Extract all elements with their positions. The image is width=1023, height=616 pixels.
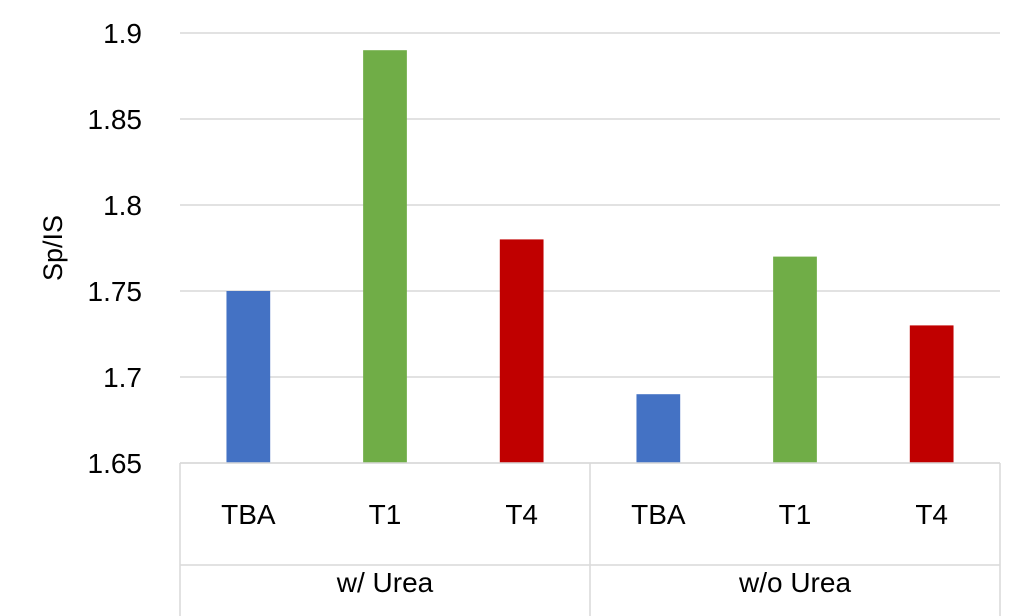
bar-t4	[499, 239, 544, 463]
x-category-label: T4	[505, 499, 538, 530]
x-category-label: T1	[779, 499, 812, 530]
y-tick-labels: 1.65 1.7 1.75 1.8 1.85 1.9	[88, 18, 143, 479]
y-tick-label: 1.8	[103, 190, 142, 221]
x-axis	[179, 462, 1001, 616]
x-category-label: T4	[915, 499, 948, 530]
x-group-label: w/o Urea	[738, 567, 851, 598]
bar-tba	[226, 291, 271, 463]
x-category-label: TBA	[221, 499, 276, 530]
bar-t1	[773, 256, 817, 463]
bars	[226, 50, 954, 463]
bar-tba	[636, 394, 681, 463]
bar-t4	[909, 325, 954, 463]
group-labels: w/ Urea w/o Urea	[336, 567, 852, 598]
y-tick-label: 1.75	[88, 276, 143, 307]
y-tick-label: 1.7	[103, 362, 142, 393]
bar-t1	[363, 50, 407, 463]
y-axis-title: Sp/IS	[38, 215, 68, 281]
x-group-label: w/ Urea	[336, 567, 434, 598]
x-category-label: TBA	[631, 499, 686, 530]
x-category-label: T1	[369, 499, 402, 530]
y-tick-label: 1.9	[103, 18, 142, 49]
category-labels: TBA T1 T4 TBA T1 T4	[221, 499, 948, 530]
y-tick-label: 1.85	[88, 104, 143, 135]
gridlines	[180, 32, 1000, 464]
y-tick-label: 1.65	[88, 448, 143, 479]
